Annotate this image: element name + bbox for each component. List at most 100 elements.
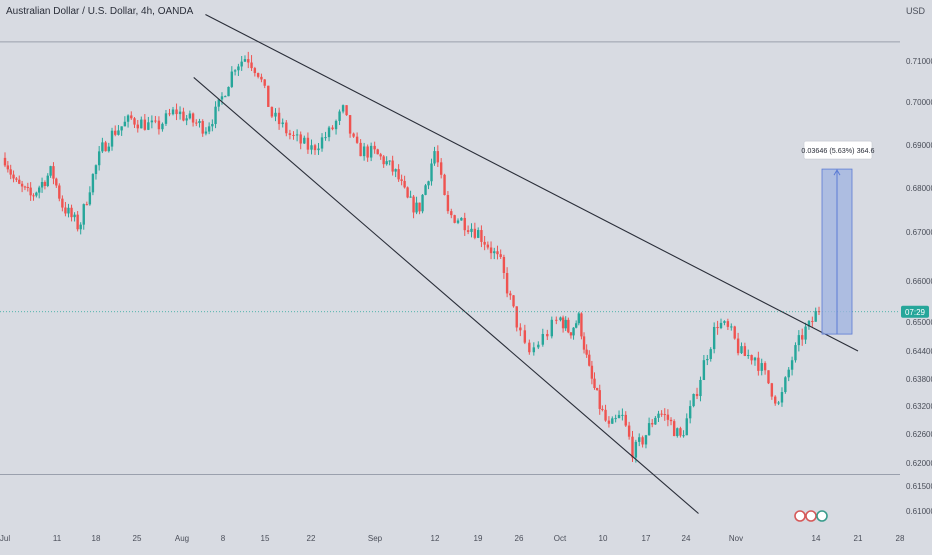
- candle-body: [76, 214, 79, 230]
- candle-body: [214, 106, 217, 125]
- candle-body: [58, 185, 61, 199]
- candle-body: [767, 370, 770, 384]
- candle-body: [593, 378, 596, 389]
- candle-body: [641, 437, 644, 445]
- candle-body: [366, 146, 369, 158]
- candle-body: [270, 106, 274, 117]
- candle-body: [91, 174, 95, 193]
- candle-body: [685, 418, 688, 436]
- candle-body: [496, 251, 499, 255]
- candle-body: [15, 178, 18, 180]
- candle-body: [676, 428, 679, 437]
- candle-body: [702, 360, 706, 380]
- x-tick-label: 14: [812, 534, 821, 543]
- candle-body: [49, 166, 52, 176]
- candle-body: [730, 326, 733, 328]
- candle-body: [114, 130, 117, 135]
- candle-body: [101, 142, 104, 152]
- candle-body: [736, 338, 740, 354]
- candle-body: [43, 182, 47, 186]
- candle-body: [217, 99, 220, 107]
- candle-body: [418, 202, 421, 212]
- candle-body: [638, 437, 641, 442]
- candle-body: [126, 115, 130, 122]
- measure-label-box: [803, 140, 873, 160]
- candle-body: [55, 178, 58, 186]
- candle-body: [201, 121, 204, 134]
- candle-body: [26, 186, 30, 188]
- candle-body: [277, 112, 281, 125]
- candle-body: [541, 333, 545, 345]
- candle-body: [191, 113, 195, 123]
- candle-body: [94, 165, 98, 175]
- candle-body: [237, 66, 240, 71]
- candle-body: [107, 146, 111, 152]
- candle-body: [355, 136, 359, 143]
- candle-body: [3, 157, 7, 166]
- candle-body: [555, 319, 558, 321]
- candle-body: [352, 133, 355, 137]
- candle-body: [631, 436, 634, 458]
- candle-body: [709, 349, 712, 359]
- candle-body: [260, 76, 263, 80]
- candle-body: [797, 335, 801, 346]
- candle-body: [379, 154, 382, 157]
- candle-body: [666, 414, 670, 420]
- candle-body: [64, 207, 67, 214]
- candle-body: [480, 230, 483, 242]
- candle-body: [456, 220, 460, 223]
- candle-body: [787, 369, 790, 378]
- candle-body: [274, 112, 277, 117]
- measure-label: 0.03646 (5.63%) 364.6: [801, 146, 874, 155]
- candle-body: [397, 169, 400, 180]
- candle-body: [168, 113, 171, 115]
- x-tick-label: Sep: [368, 534, 383, 543]
- candle-body: [499, 254, 502, 257]
- candle-body: [757, 357, 760, 371]
- candle-body: [38, 187, 41, 193]
- candle-body: [453, 215, 456, 223]
- candle-body: [338, 111, 341, 121]
- candle-body: [753, 357, 757, 361]
- trendline: [193, 76, 699, 514]
- candle-body: [362, 146, 366, 157]
- candle-body: [740, 346, 743, 354]
- candle-body: [154, 120, 157, 122]
- candle-body: [415, 202, 418, 213]
- candle-body: [263, 79, 266, 86]
- current-price-tag-label: 07:29: [905, 308, 926, 317]
- x-tick-label: 19: [474, 534, 483, 543]
- candle-body: [369, 145, 373, 158]
- currency-label: USD: [906, 6, 926, 16]
- candle-body: [359, 142, 362, 157]
- candle-body: [814, 311, 817, 322]
- candle-body: [171, 109, 175, 115]
- candle-body: [430, 163, 433, 182]
- candle-body: [672, 421, 676, 437]
- candle-body: [466, 230, 470, 232]
- candle-body: [719, 322, 723, 329]
- candle-body: [733, 326, 736, 339]
- x-tick-label: Aug: [175, 534, 189, 543]
- candle-body: [243, 59, 247, 62]
- candle-body: [207, 126, 211, 132]
- candle-body: [567, 319, 570, 333]
- candle-body: [310, 145, 313, 150]
- candle-body: [657, 413, 660, 418]
- candle-body: [502, 256, 506, 273]
- candle-body: [233, 70, 237, 72]
- candle-body: [777, 402, 780, 404]
- candle-body: [130, 115, 133, 119]
- candle-body: [763, 363, 767, 371]
- candle-body: [537, 344, 540, 348]
- candle-body: [195, 122, 198, 124]
- candle-body: [611, 418, 614, 424]
- candle-body: [373, 145, 376, 150]
